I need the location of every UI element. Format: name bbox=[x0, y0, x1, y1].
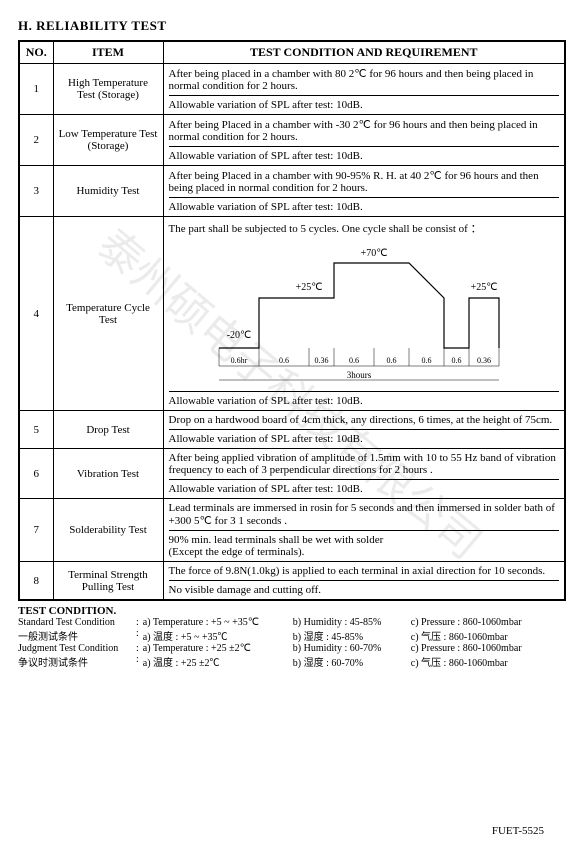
cond-label: Judgment Test Condition bbox=[18, 643, 136, 654]
cond-colon: : bbox=[136, 643, 143, 654]
cond-b: b) 湿度 : 60-70% bbox=[293, 654, 411, 669]
temperature-cycle-chart: 0.6hr 0.6 0.36 0.6 0.6 0.6 0.6 0.36 3hours +70℃ +2… bbox=[209, 238, 519, 388]
cond-c: c) Pressure : 860-1060mbar bbox=[411, 643, 551, 654]
row-condition: The part shall be subjected to 5 cycles.… bbox=[163, 217, 565, 411]
svg-text:0.6: 0.6 bbox=[279, 356, 289, 365]
row-no: 4 bbox=[19, 217, 53, 411]
cond-a: a) 温度 : +25 ±2℃ bbox=[143, 654, 293, 669]
row-no: 6 bbox=[19, 449, 53, 499]
row-condition: After being Placed in a chamber with -30… bbox=[163, 115, 565, 166]
test-condition-block: TEST CONDITION. Standard Test Condition:… bbox=[18, 605, 566, 669]
row-no: 8 bbox=[19, 562, 53, 601]
svg-text:3hours: 3hours bbox=[346, 370, 371, 380]
section-title: H. RELIABILITY TEST bbox=[18, 18, 566, 34]
test-condition-header: TEST CONDITION. bbox=[18, 605, 566, 617]
row-item: Solderability Test bbox=[53, 499, 163, 562]
row-no: 5 bbox=[19, 411, 53, 449]
cond-colon: : bbox=[136, 628, 143, 643]
svg-text:0.36: 0.36 bbox=[314, 356, 328, 365]
row-condition: Lead terminals are immersed in rosin for… bbox=[163, 499, 565, 562]
cond-b: b) 湿度 : 45-85% bbox=[293, 628, 411, 643]
svg-text:+25℃: +25℃ bbox=[295, 282, 322, 293]
row-condition: Drop on a hardwood board of 4cm thick, a… bbox=[163, 411, 565, 449]
svg-text:0.6: 0.6 bbox=[349, 356, 359, 365]
row-condition: After being applied vibration of amplitu… bbox=[163, 449, 565, 499]
row-item: High Temperature Test (Storage) bbox=[53, 64, 163, 115]
cond-c: c) 气压 : 860-1060mbar bbox=[411, 628, 551, 643]
svg-text:0.6: 0.6 bbox=[451, 356, 461, 365]
header-item: ITEM bbox=[53, 41, 163, 64]
svg-text:0.6: 0.6 bbox=[386, 356, 396, 365]
header-no: NO. bbox=[19, 41, 53, 64]
row-item: Terminal Strength Pulling Test bbox=[53, 562, 163, 601]
cond-colon: : bbox=[136, 617, 143, 628]
cond-label: 争议时测试条件 bbox=[18, 654, 136, 669]
cond-label: Standard Test Condition bbox=[18, 617, 136, 628]
header-cond: TEST CONDITION AND REQUIREMENT bbox=[163, 41, 565, 64]
row-no: 3 bbox=[19, 166, 53, 217]
cond-colon: : bbox=[136, 654, 143, 669]
row-item: Humidity Test bbox=[53, 166, 163, 217]
row-condition: The force of 9.8N(1.0kg) is applied to e… bbox=[163, 562, 565, 601]
cond-a: a) Temperature : +25 ±2℃ bbox=[143, 643, 293, 654]
cond-c: c) 气压 : 860-1060mbar bbox=[411, 654, 551, 669]
row-condition: After being Placed in a chamber with 90-… bbox=[163, 166, 565, 217]
cond-b: b) Humidity : 60-70% bbox=[293, 643, 411, 654]
row-no: 2 bbox=[19, 115, 53, 166]
row-item: Drop Test bbox=[53, 411, 163, 449]
row-no: 1 bbox=[19, 64, 53, 115]
svg-text:+70℃: +70℃ bbox=[360, 248, 387, 259]
cond-a: a) Temperature : +5 ~ +35℃ bbox=[143, 617, 293, 628]
svg-text:0.6: 0.6 bbox=[421, 356, 431, 365]
cond-c: c) Pressure : 860-1060mbar bbox=[411, 617, 551, 628]
svg-text:0.36: 0.36 bbox=[477, 356, 491, 365]
row-condition: After being placed in a chamber with 80 … bbox=[163, 64, 565, 115]
cond-a: a) 温度 : +5 ~ +35℃ bbox=[143, 628, 293, 643]
cond-b: b) Humidity : 45-85% bbox=[293, 617, 411, 628]
reliability-table: NO. ITEM TEST CONDITION AND REQUIREMENT … bbox=[18, 40, 566, 601]
svg-text:+25℃: +25℃ bbox=[470, 282, 497, 293]
svg-text:-20℃: -20℃ bbox=[226, 330, 251, 341]
footer-code: FUET-5525 bbox=[492, 825, 544, 837]
cond-label: 一般测试条件 bbox=[18, 628, 136, 643]
row-item: Temperature Cycle Test bbox=[53, 217, 163, 411]
row-item: Low Temperature Test (Storage) bbox=[53, 115, 163, 166]
row-item: Vibration Test bbox=[53, 449, 163, 499]
svg-text:0.6hr: 0.6hr bbox=[230, 356, 247, 365]
row-no: 7 bbox=[19, 499, 53, 562]
